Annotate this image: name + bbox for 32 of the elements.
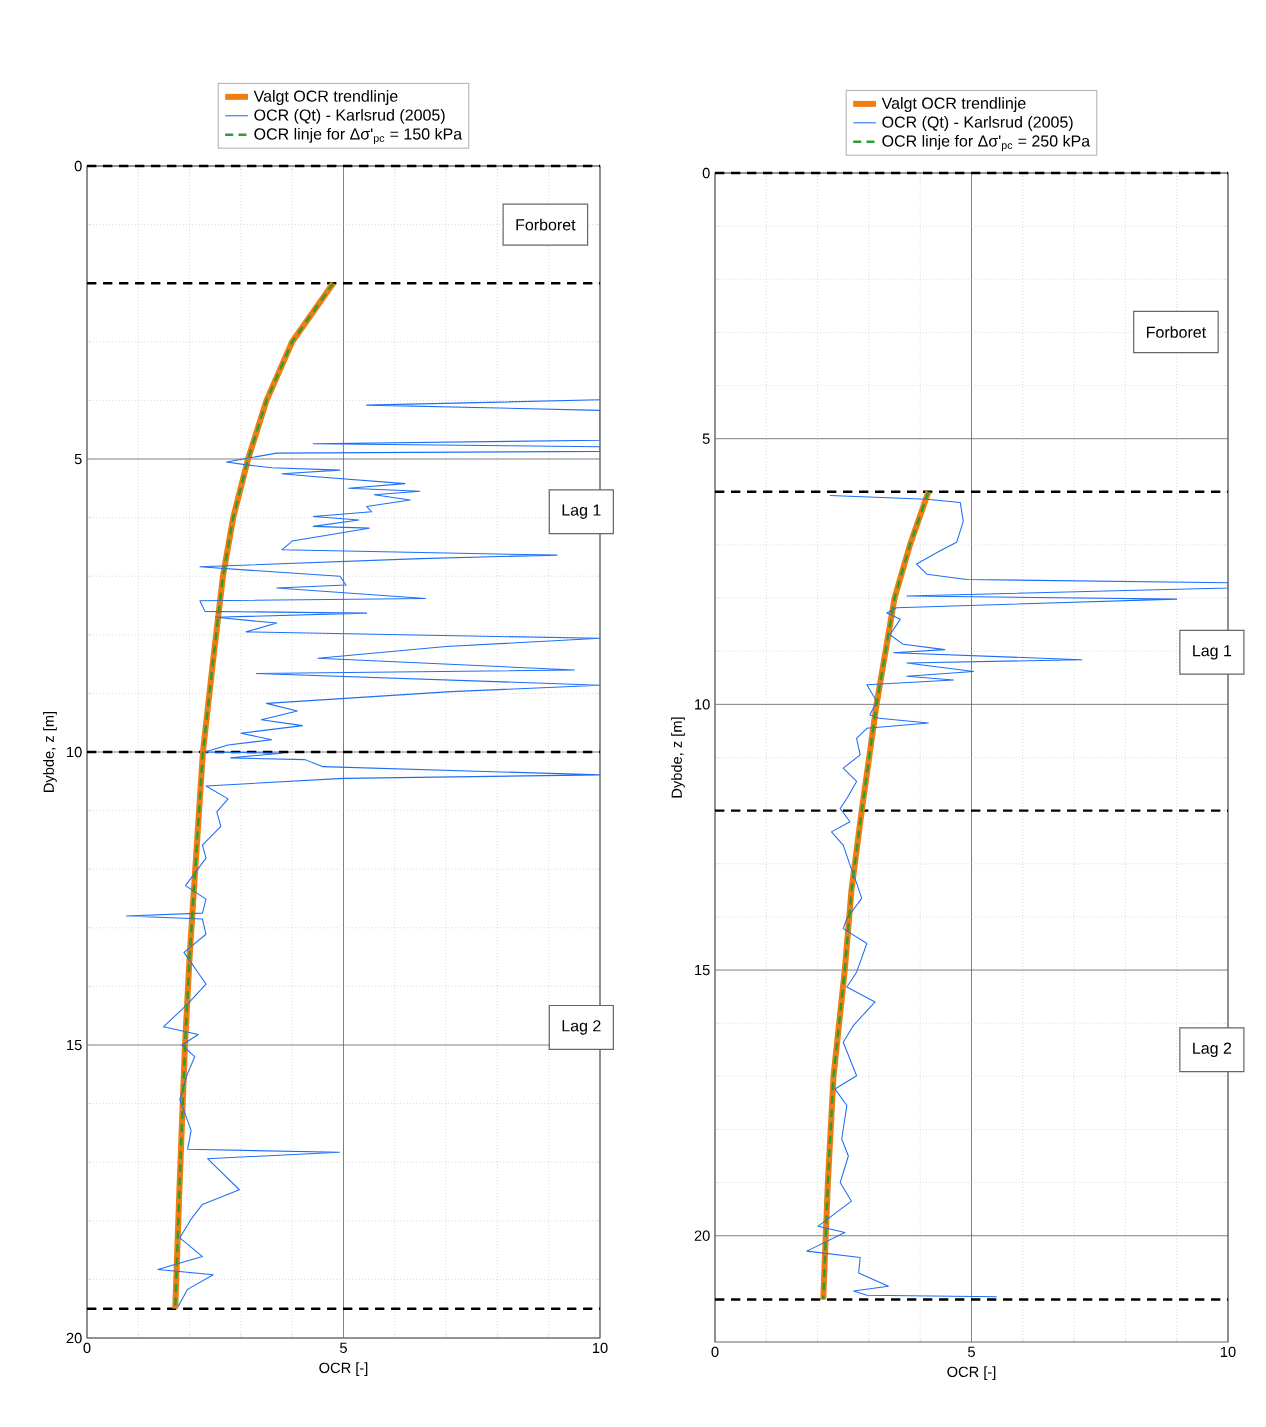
y-tick-label: 10	[67, 746, 82, 758]
y-tick-label: 0	[702, 167, 710, 179]
annotation: Lag 2	[562, 1020, 601, 1035]
y-tick-label: 5	[74, 453, 82, 465]
y-tick-label: 20	[66, 1332, 82, 1344]
legend-label: Valgt OCR trendlinje	[253, 90, 398, 105]
x-tick-label: 0	[711, 1346, 719, 1358]
annotation: Lag 1	[562, 504, 601, 519]
legend-label: OCR (Qt) - Karlsrud (2005)	[882, 116, 1073, 131]
x-axis-title: OCR [-]	[319, 1362, 368, 1376]
x-tick-label: 0	[83, 1342, 91, 1354]
x-tick-label: 5	[968, 1346, 975, 1357]
legend-label: OCR linje for Δσ'$_{pc}$ = 250 kPa	[882, 134, 1091, 152]
y-tick-label: 5	[702, 433, 710, 444]
annotation: Forboret	[1147, 326, 1207, 338]
x-axis-title: OCR [-]	[947, 1366, 996, 1380]
y-tick-label: 20	[694, 1230, 710, 1241]
x-tick-label: 10	[1220, 1346, 1236, 1358]
x-tick-label: 5	[340, 1342, 347, 1353]
y-axis-title: Dybde, z [m]	[671, 717, 685, 798]
legend-label: Valgt OCR trendlinje	[881, 97, 1026, 113]
x-tick-label: 10	[592, 1342, 608, 1354]
y-tick-label: 10	[695, 699, 710, 710]
legend-label: OCR linje for Δσ'$_{pc}$ = 150 kPa	[254, 127, 463, 145]
annotation: Lag 1	[1193, 645, 1232, 660]
legend-label: OCR (Qt) - Karlsrud (2005)	[254, 108, 445, 124]
y-tick-label: 15	[695, 964, 710, 976]
y-tick-label: 15	[67, 1039, 82, 1051]
annotation: Lag 2	[1193, 1042, 1232, 1058]
y-axis-title: Dybde, z [m]	[43, 711, 57, 792]
y-tick-label: 0	[74, 160, 82, 172]
annotation: Forboret	[516, 218, 576, 231]
